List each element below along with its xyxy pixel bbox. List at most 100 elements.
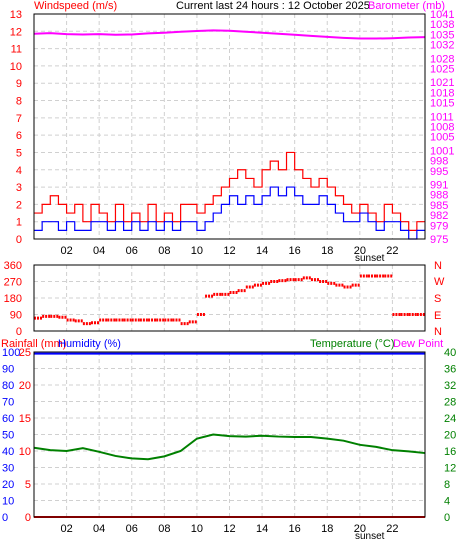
temp-x-tick-label: 06	[126, 523, 138, 535]
temperature-y-tick-label: 8	[444, 479, 450, 491]
barometer-y-tick-label: 1025	[430, 64, 454, 76]
dew-point-title: Dew Point	[393, 338, 443, 350]
direction-y-tick-label: 90	[10, 310, 22, 322]
temperature-title: Temperature (°C)	[310, 338, 394, 350]
temp-x-tick-label: 12	[223, 523, 235, 535]
direction-y-tick-label: 360	[4, 260, 22, 272]
barometer-y-tick-label: 1035	[430, 29, 454, 41]
temp-x-tick-label: 08	[158, 523, 170, 535]
temperature-series	[33, 433, 426, 461]
barometer-y-tick-label: 995	[430, 166, 448, 178]
temp-frame	[33, 351, 426, 518]
temperature-y-tick-label: 28	[444, 397, 456, 409]
humidity-y-tick-label: 30	[2, 463, 14, 475]
rainfall-y-tick-label: 5	[25, 479, 31, 491]
wind-x-tick-label: 04	[93, 245, 105, 257]
humidity-title: Humidity (%)	[58, 338, 121, 350]
barometer-y-tick-label: 979	[430, 220, 448, 232]
humidity-y-tick-label: 10	[2, 496, 14, 508]
barometer-y-tick-label: 985	[430, 200, 448, 212]
humidity-y-tick-label: 60	[2, 413, 14, 425]
humidity-y-tick-label: 50	[2, 430, 14, 442]
rainfall-y-tick-label: 10	[19, 446, 31, 458]
humidity-y-tick-label: 0	[2, 512, 8, 524]
temp-x-tick-label: 16	[289, 523, 301, 535]
rainfall-y-tick-label: 0	[25, 512, 31, 524]
temp-x-tick-label: 22	[386, 523, 398, 535]
wind-x-tick-label: 18	[321, 245, 333, 257]
rainfall-title: Rainfall (mm)	[1, 338, 66, 350]
barometer-y-tick-label: 1018	[430, 87, 454, 99]
windspeed-series	[34, 151, 425, 231]
axes-layer: 0123456789101112139759799829859889919959…	[2, 9, 456, 535]
wind-x-tick-label: 12	[223, 245, 235, 257]
temp-x-tick-label: 04	[93, 523, 105, 535]
windspeed-y-tick-label: 12	[10, 26, 22, 38]
barometer-y-tick-label: 988	[430, 190, 448, 202]
wind-x-tick-label: 02	[60, 245, 72, 257]
temperature-y-tick-label: 24	[444, 413, 456, 425]
windspeed-y-tick-label: 1	[16, 217, 22, 229]
temperature-y-tick-label: 0	[444, 512, 450, 524]
barometer-y-tick-label: 1001	[430, 145, 454, 157]
humidity-y-tick-label: 100	[2, 347, 20, 359]
temperature-y-tick-label: 12	[444, 463, 456, 475]
barometer-y-tick-label: 975	[430, 234, 448, 246]
wind-x-tick-label: 22	[386, 245, 398, 257]
windspeed-y-tick-label: 10	[10, 61, 22, 73]
wind-average-series	[34, 186, 425, 240]
barometer-title: Barometer (mb)	[368, 0, 445, 12]
barometer-y-tick-label: 1028	[430, 53, 454, 65]
rainfall-y-tick-label: 20	[19, 380, 31, 392]
barometer-y-tick-label: 1011	[430, 111, 454, 123]
barometer-y-tick-label: 1021	[430, 77, 454, 89]
direction-y-tick-label: 270	[4, 277, 22, 289]
humidity-y-tick-label: 40	[2, 446, 14, 458]
windspeed-y-tick-label: 7	[16, 113, 22, 125]
direction-y-tick-label: 0	[16, 326, 22, 338]
compass-label: N	[434, 260, 442, 272]
windspeed-y-tick-label: 5	[16, 147, 22, 159]
compass-label: W	[434, 276, 445, 288]
humidity-y-tick-label: 20	[2, 479, 14, 491]
temperature-y-tick-label: 4	[444, 496, 450, 508]
barometer-y-tick-label: 1038	[430, 19, 454, 31]
chart-title: Current last 24 hours : 12 October 2025	[176, 0, 370, 12]
wind-x-tick-label: 10	[191, 245, 203, 257]
windspeed-y-tick-label: 2	[16, 199, 22, 211]
temp-x-tick-label: 14	[256, 523, 268, 535]
barometer-y-tick-label: 1032	[430, 40, 454, 52]
direction-y-tick-label: 180	[4, 293, 22, 305]
temperature-y-tick-label: 20	[444, 430, 456, 442]
windspeed-y-tick-label: 3	[16, 182, 22, 194]
temperature-y-tick-label: 16	[444, 446, 456, 458]
humidity-y-tick-label: 70	[2, 397, 14, 409]
wind-x-tick-label: 14	[256, 245, 268, 257]
sunset-label-top: sunset	[355, 253, 385, 264]
windspeed-title: Windspeed (m/s)	[34, 0, 117, 12]
temperature-y-tick-label: 40	[444, 347, 456, 359]
barometer-series	[33, 29, 426, 40]
barometer-y-tick-label: 1005	[430, 132, 454, 144]
windspeed-y-tick-label: 9	[16, 78, 22, 90]
temp-x-tick-label: 18	[321, 523, 333, 535]
wind-x-tick-label: 20	[354, 245, 366, 257]
compass-label: S	[434, 293, 441, 305]
barometer-y-tick-label: 1015	[430, 98, 454, 110]
rainfall-y-tick-label: 25	[19, 347, 31, 359]
barometer-y-tick-label: 991	[430, 179, 448, 191]
temperature-y-tick-label: 36	[444, 364, 456, 376]
compass-label: E	[434, 310, 441, 322]
temp-x-tick-label: 20	[354, 523, 366, 535]
barometer-y-tick-label: 1041	[430, 9, 454, 21]
barometer-y-tick-label: 1008	[430, 122, 454, 134]
barometer-y-tick-label: 998	[430, 156, 448, 168]
wind-frame	[33, 13, 426, 240]
temp-x-tick-label: 02	[60, 523, 72, 535]
rainfall-y-tick-label: 15	[19, 413, 31, 425]
windspeed-y-tick-label: 4	[16, 165, 22, 177]
wind-x-tick-label: 16	[289, 245, 301, 257]
humidity-y-tick-label: 90	[2, 364, 14, 376]
windspeed-y-tick-label: 11	[11, 44, 22, 56]
